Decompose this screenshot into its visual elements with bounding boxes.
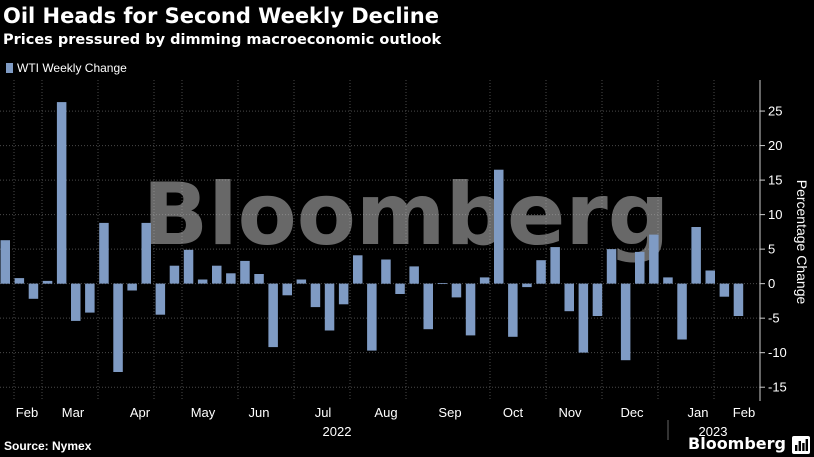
bar [14,278,25,284]
bar [353,255,363,284]
bar [99,222,109,284]
bars [0,102,744,372]
gridlines [0,80,760,401]
y-tick-label: 20 [768,138,782,153]
source-note: Source: Nymex [4,439,92,453]
bar [127,283,137,291]
bar [536,260,546,284]
bar [240,260,250,284]
bar [705,270,715,284]
bar [296,279,307,284]
bloomberg-terminal-icon [792,436,810,454]
bar [663,277,673,284]
bar [42,280,53,284]
bar [409,266,419,284]
x-axis-ticks: Feb Mar Apr May Jun Jul Aug Sep Oct Nov Dec Jan Feb [16,405,755,420]
bar [28,283,39,299]
x-tick-label: Feb [733,405,755,420]
bloomberg-watermark: Bloomberg [143,165,670,265]
bar [226,273,236,284]
bar [183,249,194,284]
bar [56,102,67,284]
x-tick-label: Apr [130,405,151,420]
y-axis-label: Percentage Change [794,180,810,305]
y-tick-label: 10 [768,207,782,222]
bar [522,283,532,288]
bar [197,279,208,284]
bar [324,283,335,331]
x-tick-label: Jul [315,405,332,420]
bar [508,283,518,337]
bar [155,283,166,315]
bar [578,283,589,353]
bar [691,227,701,284]
bar [423,283,433,330]
y-tick-label: 0 [768,276,775,291]
bar [719,283,730,297]
bar [564,283,574,312]
bar [71,283,81,321]
x-tick-label: Jan [688,405,709,420]
bar [437,283,448,284]
bar [733,283,744,316]
legend-label: WTI Weekly Change [17,61,127,75]
x-tick-label: Mar [62,405,85,420]
y-tick-label: 15 [768,173,782,188]
bar [268,283,278,348]
bar [0,240,10,284]
bar [381,259,391,284]
x-tick-label: Jun [249,405,270,420]
bar [338,283,349,305]
bar [620,283,631,361]
y-axis-ticks: -15 -10 -5 0 5 10 15 20 25 [760,104,787,395]
bar [113,283,123,372]
bar [465,283,476,336]
bar [169,265,180,284]
x-tick-label: Dec [620,405,644,420]
bar [550,247,560,284]
y-tick-label: 25 [768,104,782,119]
bar [677,283,687,340]
bloomberg-logo-text: Bloomberg [688,434,786,453]
bar [85,283,95,313]
y-tick-label: -10 [768,345,787,360]
x-tick-label: Sep [438,405,461,420]
chart-subtitle: Prices pressured by dimming macroeconomi… [3,32,442,48]
bar [212,265,222,284]
bar [592,283,603,316]
bar [479,277,490,284]
chart-title: Oil Heads for Second Weekly Decline [3,4,439,28]
y-tick-label: -15 [768,380,787,395]
y-tick-label: 5 [768,242,775,257]
bar [367,283,377,351]
x-tick-label: Oct [503,405,524,420]
x-tick-label: Nov [558,405,582,420]
bar [451,283,462,298]
bar [282,283,292,296]
bar [254,274,264,284]
year-label-2023: 2023 [699,424,728,439]
x-tick-label: May [191,405,216,420]
bar [606,249,617,284]
bar [649,234,659,284]
bar [395,283,405,294]
bar [310,283,321,308]
x-tick-label: Feb [16,405,38,420]
bar [494,169,504,284]
bar [635,251,645,284]
bar [141,222,151,284]
y-tick-label: -5 [768,311,780,326]
x-tick-label: Aug [374,405,397,420]
year-label-2022: 2022 [323,424,352,439]
legend-swatch [6,63,13,73]
legend: WTI Weekly Change [6,61,127,75]
